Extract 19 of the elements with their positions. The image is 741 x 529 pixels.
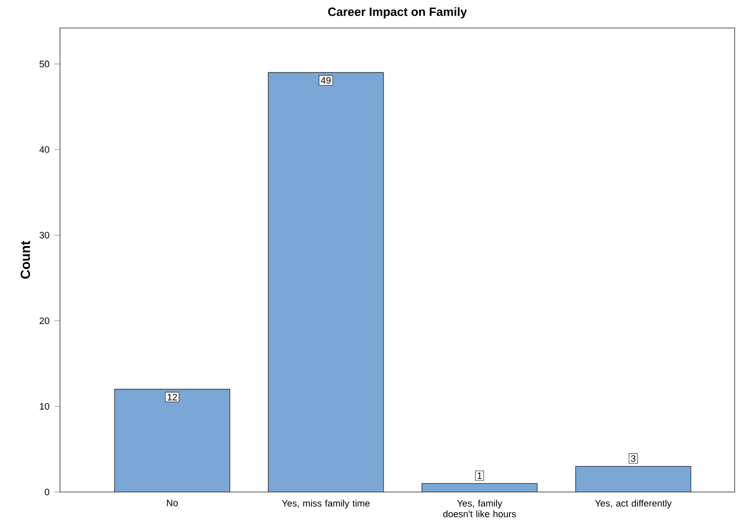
bar [268, 72, 384, 492]
data-label: 1 [478, 472, 482, 479]
y-tick-label: 0 [44, 488, 50, 496]
x-tick-label: No [167, 500, 178, 506]
x-tick-label: Yes, family doesn't like hours [443, 500, 516, 518]
y-tick-label: 20 [40, 317, 50, 324]
data-label: 3 [631, 455, 636, 462]
bar [575, 466, 692, 492]
x-tick-label: Yes, miss family time [282, 500, 370, 508]
bar [114, 388, 230, 492]
y-tick-label: 40 [39, 146, 50, 153]
y-tick-label: 10 [40, 403, 50, 410]
data-label: 12 [168, 394, 177, 400]
x-tick-label: Yes, act differently [595, 500, 672, 508]
y-tick-label: 30 [40, 232, 50, 238]
chart-title: Career Impact on Family [328, 7, 467, 18]
y-tick-label: 50 [40, 60, 50, 68]
y-axis-title: Count [20, 240, 30, 279]
data-label: 49 [320, 77, 331, 84]
